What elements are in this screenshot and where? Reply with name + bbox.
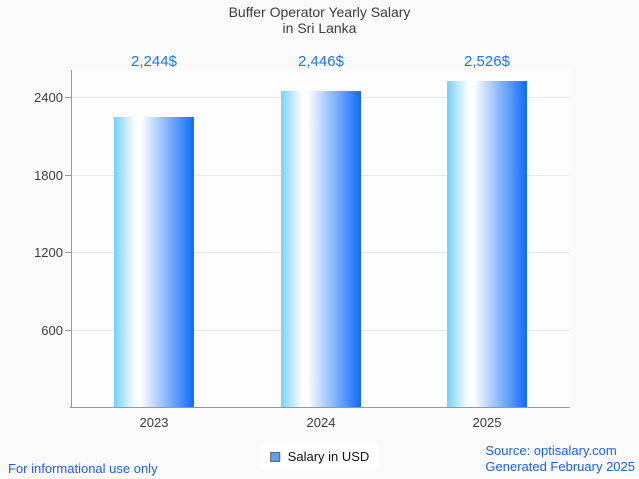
source-link[interactable]: Source: optisalary.com: [485, 443, 617, 458]
generated-date: Generated February 2025: [485, 459, 635, 474]
y-axis-tick-label: 1200: [34, 245, 63, 260]
y-axis-tick-label: 1800: [34, 168, 63, 183]
chart-title-line1: Buffer Operator Yearly Salary: [228, 4, 411, 20]
y-axis: [71, 70, 72, 408]
bar-value-label: 2,446$: [298, 53, 344, 70]
bar: [447, 81, 527, 407]
bar: [281, 91, 361, 407]
footer-source-block: Source: optisalary.com Generated Februar…: [485, 443, 635, 475]
bar: [114, 117, 194, 407]
x-axis: [70, 407, 570, 408]
y-axis-tick-label: 2400: [34, 90, 63, 105]
legend-swatch-icon: [269, 451, 280, 462]
bar-value-label: 2,244$: [131, 53, 177, 70]
x-axis-label: 2023: [139, 415, 169, 430]
y-axis-tick: [65, 330, 71, 331]
y-axis-tick: [65, 252, 71, 253]
legend-label: Salary in USD: [287, 449, 370, 464]
bar-value-label: 2,526$: [464, 53, 510, 70]
x-axis-label: 2024: [306, 415, 336, 430]
chart-title: Buffer Operator Yearly Salary in Sri Lan…: [0, 4, 639, 36]
y-axis-tick-label: 600: [41, 323, 63, 338]
x-axis-label: 2025: [472, 415, 502, 430]
legend[interactable]: Salary in USD: [259, 444, 380, 469]
disclaimer-text: For informational use only: [8, 461, 158, 476]
chart-title-line2: in Sri Lanka: [282, 20, 357, 36]
y-axis-tick: [65, 97, 71, 98]
y-axis-tick: [65, 175, 71, 176]
